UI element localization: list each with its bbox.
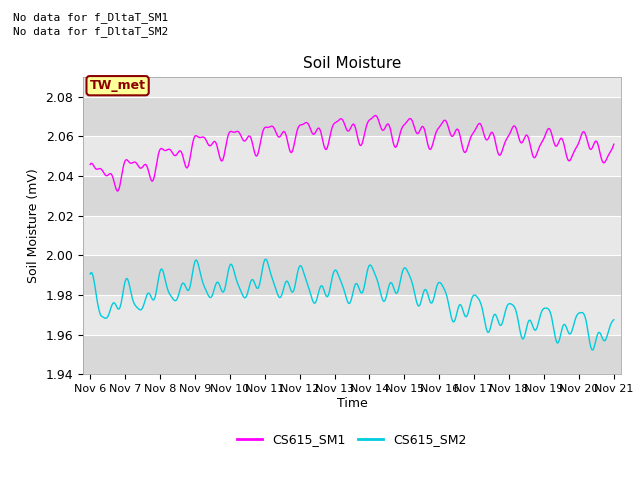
CS615_SM1 [180, 157, 188, 163]
Text: No data for f_DltaT_SM1: No data for f_DltaT_SM1 [13, 12, 168, 23]
CS615_SM1 [438, 121, 445, 127]
Line: CS615_SM2: CS615_SM2 [90, 259, 614, 350]
CS615_SM1 [610, 141, 618, 147]
CS615_SM1 [324, 143, 332, 148]
CS615_SM1 [483, 137, 490, 143]
CS615_SM2 [262, 256, 269, 262]
CS615_SM1 [86, 162, 94, 168]
CS615_SM2 [179, 280, 187, 286]
CS615_SM2 [396, 282, 403, 288]
Legend: CS615_SM1, CS615_SM2: CS615_SM1, CS615_SM2 [232, 429, 472, 452]
CS615_SM2 [437, 280, 445, 286]
Bar [83, 96, 621, 136]
CS615_SM2 [610, 317, 618, 323]
CS615_SM2 [481, 322, 489, 327]
Bar [83, 335, 621, 374]
CS615_SM2 [86, 271, 94, 277]
CS615_SM2 [221, 286, 228, 292]
CS615_SM1 [371, 113, 379, 119]
Title: Soil Moisture: Soil Moisture [303, 57, 401, 72]
CS615_SM1 [397, 129, 404, 135]
CS615_SM1 [222, 144, 230, 150]
Bar [83, 176, 621, 216]
Text: TW_met: TW_met [90, 79, 146, 92]
CS615_SM1 [113, 188, 121, 194]
X-axis label: Time: Time [337, 397, 367, 410]
Line: CS615_SM1: CS615_SM1 [90, 116, 614, 191]
Bar [83, 255, 621, 295]
CS615_SM2 [589, 347, 596, 353]
Text: No data for f_DltaT_SM2: No data for f_DltaT_SM2 [13, 26, 168, 37]
CS615_SM2 [324, 293, 332, 299]
Y-axis label: Soil Moisture (mV): Soil Moisture (mV) [27, 168, 40, 283]
